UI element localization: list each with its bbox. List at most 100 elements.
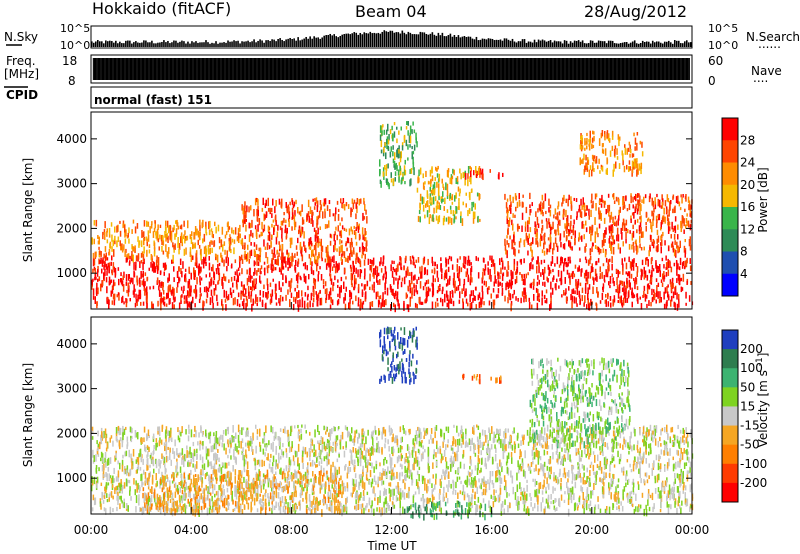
range-cell <box>223 241 226 246</box>
range-cell <box>558 264 561 268</box>
range-cell <box>121 246 124 253</box>
noise-tick-bottom: 10^0 <box>60 39 90 52</box>
range-cell <box>600 203 603 208</box>
range-cell <box>578 208 580 213</box>
range-cell <box>114 270 117 278</box>
range-cell <box>663 276 665 282</box>
noise-bar <box>451 36 454 47</box>
range-cell <box>188 284 191 291</box>
range-cell <box>585 141 588 145</box>
range-cell <box>229 243 231 251</box>
range-cell <box>363 216 366 220</box>
range-cell <box>257 205 259 211</box>
range-cell <box>267 235 270 241</box>
range-cell <box>307 199 310 208</box>
range-cell <box>186 301 189 306</box>
range-cell <box>351 229 354 235</box>
range-cell <box>157 232 159 239</box>
range-cell <box>595 193 598 198</box>
range-cell <box>622 430 624 435</box>
range-cell <box>655 299 657 304</box>
range-cell <box>532 281 534 286</box>
range-cell <box>656 193 658 198</box>
range-cell <box>551 226 553 231</box>
noise-bar <box>279 38 281 47</box>
range-cell <box>584 282 587 291</box>
range-cell <box>205 286 208 293</box>
range-cell <box>129 280 131 285</box>
range-cell <box>589 255 592 261</box>
range-cell <box>313 491 315 495</box>
range-cell <box>525 273 527 279</box>
range-cell <box>523 273 525 279</box>
range-cell <box>541 235 543 241</box>
range-cell <box>409 179 411 187</box>
range-cell <box>109 280 112 285</box>
range-cell <box>510 452 513 458</box>
range-cell <box>422 445 424 450</box>
range-cell <box>395 494 398 502</box>
range-cell <box>470 170 472 178</box>
range-cell <box>554 237 557 244</box>
range-cell <box>424 449 426 453</box>
range-cell <box>202 300 204 308</box>
range-cell <box>531 304 533 309</box>
range-cell <box>656 238 658 244</box>
range-cell <box>385 168 387 176</box>
range-cell <box>431 256 433 264</box>
range-cell <box>563 194 565 202</box>
range-cell <box>631 481 634 485</box>
range-cell <box>632 259 634 266</box>
range-cell <box>284 505 287 510</box>
range-cell <box>289 237 292 242</box>
range-cell <box>516 261 519 266</box>
noise-bar <box>183 41 185 47</box>
range-cell <box>518 241 521 248</box>
range-cell <box>138 497 140 506</box>
range-cell <box>513 234 515 243</box>
range-cell <box>638 229 641 235</box>
range-cell <box>170 235 173 243</box>
range-cell <box>462 298 464 303</box>
noise-bar <box>567 43 570 47</box>
noise-bar <box>275 41 277 47</box>
range-cell <box>312 220 314 227</box>
range-cell <box>317 215 320 220</box>
range-cell <box>256 258 258 266</box>
range-cell <box>613 163 615 172</box>
range-cell <box>506 240 508 245</box>
range-cell <box>159 437 161 444</box>
range-cell <box>312 249 314 256</box>
range-cell <box>506 235 508 239</box>
range-cell <box>153 227 156 233</box>
range-cell <box>507 452 510 460</box>
range-cell <box>119 220 121 224</box>
range-cell <box>483 280 486 286</box>
range-cell <box>549 474 551 480</box>
range-cell <box>195 256 197 264</box>
range-cell <box>333 263 335 268</box>
range-cell <box>671 296 673 302</box>
range-cell <box>121 295 124 303</box>
range-cell <box>539 238 542 247</box>
range-cell <box>411 146 413 150</box>
range-cell <box>98 258 100 265</box>
noise-bar <box>207 42 209 47</box>
range-cell <box>146 295 148 303</box>
range-cell <box>512 293 514 299</box>
range-cell <box>412 150 415 155</box>
range-cell <box>667 269 670 276</box>
range-cell <box>570 459 572 463</box>
range-cell <box>426 190 429 198</box>
range-cell <box>453 283 455 288</box>
range-cell <box>646 257 648 261</box>
noise-bar <box>631 41 634 47</box>
range-cell <box>621 280 624 287</box>
range-cell <box>567 261 569 267</box>
range-cell <box>609 235 611 239</box>
range-cell <box>350 292 353 300</box>
range-cell <box>421 196 424 205</box>
range-cell <box>672 228 674 232</box>
range-cell <box>274 289 277 295</box>
range-cell <box>660 205 663 209</box>
